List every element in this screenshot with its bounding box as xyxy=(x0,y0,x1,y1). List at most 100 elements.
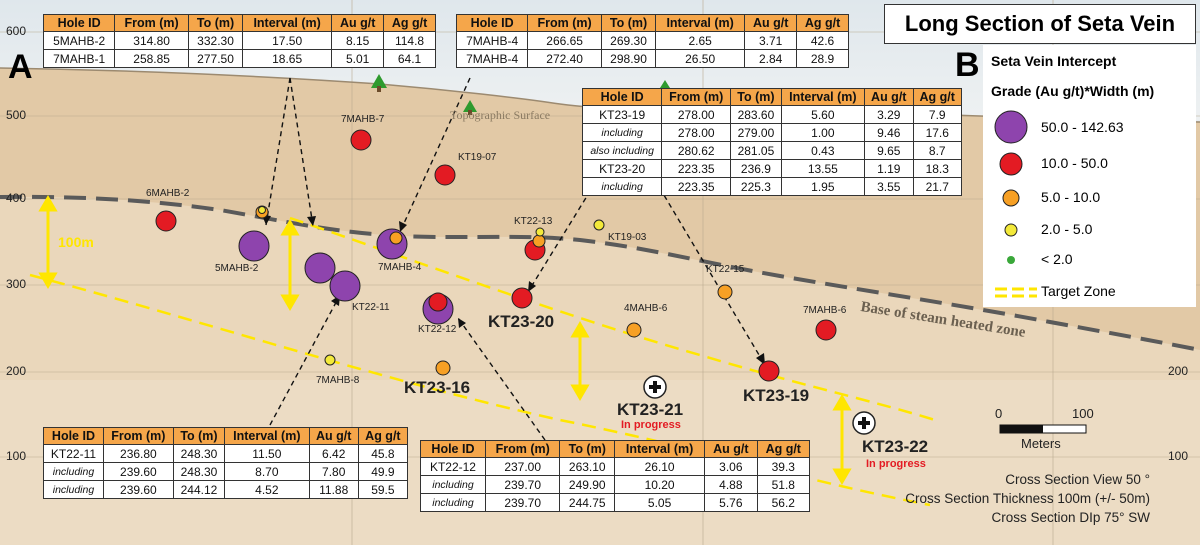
table-header-cell: Au g/t xyxy=(704,440,758,458)
table-cell: 1.95 xyxy=(780,177,866,196)
table-cell: including xyxy=(420,475,486,494)
y-tick-label: 200 xyxy=(1168,364,1189,378)
table-header-cell: From (m) xyxy=(102,427,174,445)
table-header-cell: Au g/t xyxy=(331,14,385,32)
intercept-4mahb-6 xyxy=(626,322,642,338)
table-cell: 248.30 xyxy=(172,444,226,463)
kt23-21-status: In progress xyxy=(621,419,681,431)
table-cell: 3.55 xyxy=(864,177,914,196)
table-cell: including xyxy=(420,493,486,512)
table-header-cell: Ag g/t xyxy=(383,14,436,32)
table-cell: 21.7 xyxy=(912,177,962,196)
table-cell: 278.00 xyxy=(661,105,732,124)
table-header-cell: Hole ID xyxy=(455,14,529,32)
legend-item: 50.0 - 142.63 xyxy=(983,109,1196,145)
table-cell: 49.9 xyxy=(357,462,409,481)
legend-item: 10.0 - 50.0 xyxy=(983,149,1196,179)
table-cell: 281.05 xyxy=(730,141,782,160)
table-cell: 17.6 xyxy=(912,123,962,142)
drill-label: KT22-13 xyxy=(514,216,553,227)
table-cell: 8.70 xyxy=(224,462,310,481)
table-row: including 239.60 244.12 4.52 11.88 59.5 xyxy=(43,480,409,499)
table-cell: 39.3 xyxy=(756,457,811,476)
kt23-21-label: KT23-21 xyxy=(617,400,684,419)
table-cell: 13.55 xyxy=(780,159,866,178)
drill-label: 5MAHB-2 xyxy=(215,263,259,274)
intercept-table-mahb-right: Hole ID From (m) To (m) Interval (m) Au g/t A… xyxy=(455,14,849,68)
table-header-row: Hole ID From (m) To (m) Interval (m) Au g/t A… xyxy=(581,88,962,106)
kt23-22-label: KT23-22 xyxy=(862,437,929,456)
table-cell: KT22-12 xyxy=(420,457,486,476)
table-header-row: Hole ID From (m) To (m) Interval (m) Au g/t A… xyxy=(420,440,811,458)
legend-item: < 2.0 xyxy=(983,245,1196,275)
table-cell: 5.76 xyxy=(704,493,758,512)
table-cell: 7MAHB-4 xyxy=(455,31,529,50)
table-cell: 9.46 xyxy=(864,123,914,142)
kt23-16-label: KT23-16 xyxy=(404,378,471,397)
in-progress-markers xyxy=(643,375,876,435)
table-cell: 1.00 xyxy=(780,123,866,142)
drill-label: KT22-12 xyxy=(418,324,457,335)
drill-label: 4MAHB-6 xyxy=(624,303,668,314)
y-tick-label: 100 xyxy=(1168,449,1189,463)
drill-label: KT22-11 xyxy=(352,302,390,313)
table-cell: 3.06 xyxy=(704,457,758,476)
table-cell: 278.00 xyxy=(661,123,732,142)
table-cell: 5.60 xyxy=(780,105,866,124)
table-header-row: Hole ID From (m) To (m) Interval (m) Au g/t A… xyxy=(43,427,409,445)
table-cell: 3.29 xyxy=(864,105,914,124)
table-cell: 6.42 xyxy=(308,444,359,463)
table-row: including 239.60 248.30 8.70 7.80 49.9 xyxy=(43,462,409,481)
table-cell: 277.50 xyxy=(188,49,244,68)
table-cell: 283.60 xyxy=(730,105,782,124)
y-tick-label: 500 xyxy=(6,108,27,122)
table-header-cell: To (m) xyxy=(172,427,226,445)
y-tick-label: 400 xyxy=(6,191,27,205)
table-header-cell: Interval (m) xyxy=(224,427,310,445)
table-header-cell: To (m) xyxy=(730,88,782,106)
figure-title: Long Section of Seta Vein xyxy=(884,4,1196,44)
thickness-arrows xyxy=(38,195,852,485)
table-cell: 223.35 xyxy=(661,159,732,178)
table-cell: also including xyxy=(581,141,663,160)
drill-label: 7MAHB-8 xyxy=(316,375,360,386)
table-row: 7MAHB-1 258.85 277.50 18.65 5.01 64.1 xyxy=(42,49,436,68)
legend-item-label: < 2.0 xyxy=(1041,251,1073,267)
table-cell: KT23-20 xyxy=(581,159,663,178)
table-cell: 223.35 xyxy=(661,177,732,196)
table-header-cell: To (m) xyxy=(559,440,616,458)
table-cell: 26.50 xyxy=(655,49,746,68)
kt23-22-status: In progress xyxy=(866,458,926,470)
table-row: also including 280.62 281.05 0.43 9.65 8.7 xyxy=(581,141,962,160)
intercept-table-kt22-12: Hole ID From (m) To (m) Interval (m) Au g/t A… xyxy=(420,440,811,512)
intercept-table-kt23: Hole ID From (m) To (m) Interval (m) Au g/t A… xyxy=(581,88,962,196)
intercept-kt23-20 xyxy=(511,287,533,309)
table-cell: 272.40 xyxy=(527,49,603,68)
table-cell: 8.15 xyxy=(331,31,385,50)
table-cell: 248.30 xyxy=(172,462,226,481)
table-cell: 114.8 xyxy=(383,31,436,50)
drill-label: 7MAHB-4 xyxy=(378,262,422,273)
table-cell: 56.2 xyxy=(756,493,811,512)
intercept-kt23-19 xyxy=(758,360,780,382)
y-tick-label: 100 xyxy=(6,449,27,463)
section-note: Cross Section DIp 75° SW xyxy=(991,510,1150,525)
scale-bar-end: 100 xyxy=(1072,406,1094,421)
table-cell: KT23-19 xyxy=(581,105,663,124)
table-header-cell: Ag g/t xyxy=(357,427,409,445)
table-cell: 5.05 xyxy=(614,493,706,512)
table-cell: 239.70 xyxy=(484,475,561,494)
intercept-table-kt22-11: Hole ID From (m) To (m) Interval (m) Au g/t A… xyxy=(43,427,409,499)
table-cell: 237.00 xyxy=(484,457,561,476)
y-tick-label: 200 xyxy=(6,364,27,378)
table-cell: 11.88 xyxy=(308,480,359,499)
table-cell: 7.9 xyxy=(912,105,962,124)
legend-title: Seta Vein Intercept xyxy=(991,53,1117,69)
intercept-6mahb-2 xyxy=(155,210,177,232)
table-cell: 263.10 xyxy=(559,457,616,476)
table-cell: 10.20 xyxy=(614,475,706,494)
kt23-19-label: KT23-19 xyxy=(743,386,810,405)
legend: Seta Vein Intercept Grade (Au g/t)*Width… xyxy=(983,45,1196,307)
table-cell: 17.50 xyxy=(242,31,333,50)
table-cell: 11.50 xyxy=(224,444,310,463)
